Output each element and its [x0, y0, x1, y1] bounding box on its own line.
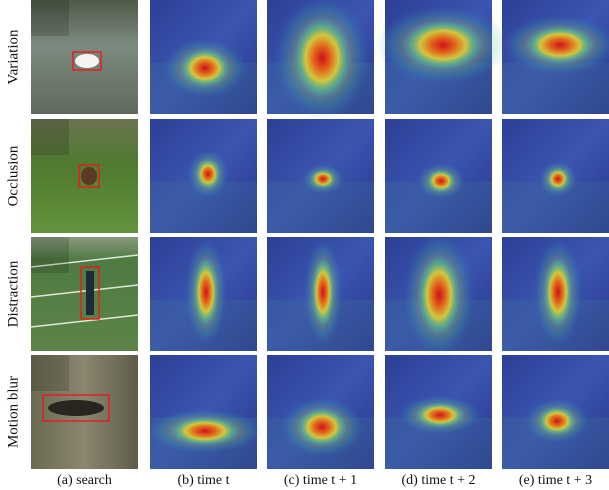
image-cell — [267, 119, 374, 233]
row-label: Distraction — [5, 260, 21, 327]
template-inset — [31, 0, 69, 36]
heat-blob — [414, 402, 466, 428]
swan — [75, 54, 99, 68]
image-cell — [147, 355, 263, 469]
heat-blob — [179, 48, 231, 88]
image-cell — [31, 0, 138, 114]
image-cell — [375, 0, 511, 114]
row-label: Occlusion — [5, 145, 21, 206]
target-box — [42, 394, 110, 422]
search-image — [31, 237, 138, 351]
image-grid — [30, 0, 609, 469]
column-caption: (c) time t + 1 — [284, 473, 357, 488]
image-cell — [385, 355, 492, 469]
animal — [81, 167, 97, 185]
field-line — [30, 284, 139, 298]
image-cell — [502, 119, 609, 233]
heat-blob — [417, 253, 461, 337]
image-cell — [267, 0, 374, 121]
heat-blob — [310, 169, 336, 189]
image-cell — [30, 237, 139, 351]
column-caption: (b) time t — [177, 473, 229, 488]
heat-blob — [292, 16, 352, 100]
heat-blob — [524, 25, 596, 65]
image-cell — [385, 119, 492, 233]
image-cell — [267, 237, 374, 351]
image-cell — [502, 0, 609, 114]
field-line — [30, 254, 139, 268]
template-inset — [31, 119, 69, 155]
image-cell — [150, 237, 257, 351]
target-box — [78, 164, 100, 188]
rabbit — [48, 400, 104, 416]
row-label: Motion blur — [5, 376, 21, 448]
field-line — [30, 314, 139, 328]
heat-blob — [195, 158, 221, 190]
image-cell — [502, 355, 609, 469]
row-label: Variation — [5, 29, 21, 84]
heat-blob — [401, 19, 485, 71]
heat-blob — [546, 167, 570, 191]
heat-blob — [193, 256, 219, 328]
image-cell — [31, 355, 138, 469]
image-cell — [150, 0, 257, 114]
heat-blob — [311, 256, 335, 328]
target-box — [80, 266, 100, 320]
labels: Variation Occlusion Distraction Motion blur… — [5, 29, 592, 488]
column-caption: (a) search — [57, 473, 112, 488]
column-caption: (e) time t + 3 — [519, 473, 592, 488]
heat-blob — [426, 169, 456, 193]
heat-blob — [543, 256, 573, 328]
image-cell — [150, 119, 257, 233]
template-inset — [31, 237, 69, 273]
image-cell — [385, 232, 492, 358]
template-inset — [31, 355, 69, 391]
image-cell — [502, 237, 609, 351]
heat-blob — [296, 407, 348, 447]
player — [86, 271, 94, 315]
target-box — [72, 51, 102, 71]
image-cell — [31, 119, 138, 233]
column-caption: (d) time t + 2 — [402, 473, 476, 488]
heat-blob — [169, 416, 241, 446]
image-cell — [267, 355, 374, 469]
heat-blob — [537, 406, 577, 436]
